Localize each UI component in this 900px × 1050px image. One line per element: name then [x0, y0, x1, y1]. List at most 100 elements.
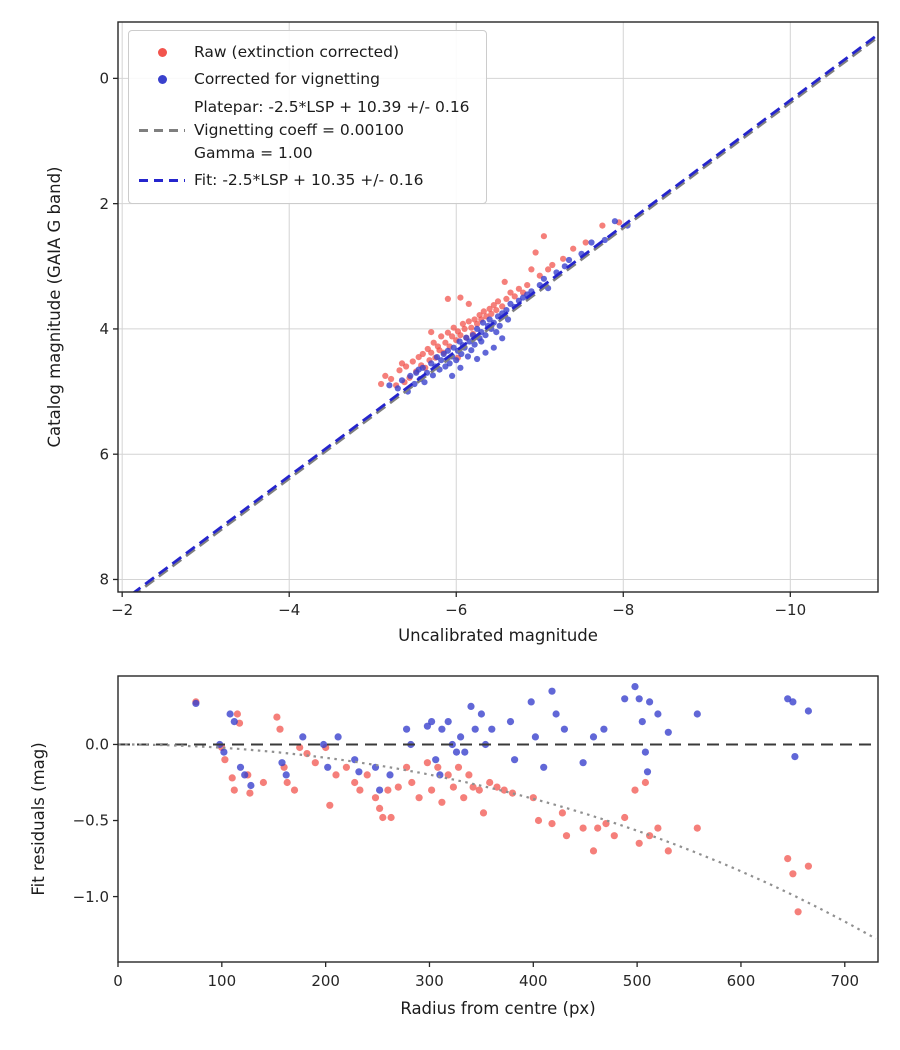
data-point	[579, 824, 587, 832]
data-point	[545, 266, 552, 273]
data-point	[468, 347, 475, 354]
x-tick-label: 0	[113, 972, 123, 990]
data-point	[423, 722, 431, 730]
data-point	[791, 753, 799, 761]
corrected-scatter-marker-icon	[157, 75, 167, 85]
data-point	[376, 786, 384, 794]
legend-entry-raw: Raw (extinction corrected)	[139, 39, 470, 66]
axes-spine	[117, 675, 879, 963]
data-point	[342, 763, 350, 771]
data-point	[486, 305, 493, 312]
platepar-dashed-line-icon	[139, 128, 185, 132]
legend-label-multiline: Platepar: -2.5*LSP + 10.39 +/- 0.16 Vign…	[194, 96, 470, 166]
legend-label: Corrected for vignetting	[194, 70, 380, 89]
data-point	[450, 324, 457, 331]
data-point	[386, 771, 394, 779]
data-point	[621, 695, 629, 703]
data-point	[621, 813, 629, 822]
data-point	[388, 375, 395, 383]
x-tick-label: 100	[208, 972, 237, 990]
data-point	[403, 363, 410, 370]
data-point	[531, 733, 540, 741]
data-point	[363, 771, 371, 779]
series-vignetting-model	[118, 743, 877, 940]
data-point	[460, 794, 468, 802]
data-point	[276, 725, 284, 733]
data-point	[299, 733, 307, 741]
legend: Raw (extinction corrected) Corrected for…	[128, 30, 487, 204]
y-tick-label: 0	[99, 70, 109, 88]
data-point	[664, 728, 672, 736]
data-point	[326, 801, 334, 809]
data-point	[527, 698, 535, 706]
data-point	[478, 338, 485, 345]
data-point	[444, 295, 451, 302]
axes-spine	[117, 21, 879, 593]
data-point	[515, 285, 523, 292]
data-point	[461, 325, 468, 332]
legend-marker-cell	[139, 75, 185, 85]
x-tick-label: 200	[311, 972, 340, 990]
data-point	[457, 364, 464, 371]
legend-marker-cell	[139, 128, 185, 132]
data-point	[486, 316, 493, 323]
x-tick-label: −4	[278, 601, 300, 619]
data-point	[493, 329, 500, 336]
data-point	[490, 302, 497, 309]
data-point	[236, 763, 245, 771]
data-point	[444, 329, 451, 336]
data-point	[474, 325, 481, 332]
data-point	[428, 349, 435, 356]
data-point	[804, 707, 813, 715]
data-point	[449, 333, 456, 340]
data-point	[611, 218, 619, 225]
y-tick-label: 8	[99, 571, 109, 589]
data-point	[421, 379, 428, 386]
data-point	[355, 768, 363, 776]
data-point	[434, 763, 442, 771]
data-point	[332, 771, 340, 779]
data-point	[247, 781, 255, 790]
data-point	[664, 847, 672, 855]
data-point	[503, 295, 510, 302]
data-point	[784, 695, 792, 703]
data-point	[552, 710, 560, 718]
legend-entry-fit: Fit: -2.5*LSP + 10.35 +/- 0.16	[139, 167, 470, 194]
data-point	[409, 358, 416, 365]
data-point	[565, 256, 573, 264]
data-point	[474, 320, 481, 327]
data-point	[469, 783, 477, 791]
data-point	[507, 289, 514, 296]
data-point	[192, 699, 200, 708]
y-tick-label: −0.5	[73, 812, 109, 830]
data-point	[528, 266, 535, 273]
data-point	[789, 698, 797, 706]
series-fit-line	[132, 33, 878, 592]
data-point	[511, 293, 518, 300]
data-point	[482, 349, 489, 356]
legend-label: Fit: -2.5*LSP + 10.35 +/- 0.16	[194, 171, 424, 190]
data-point	[461, 748, 469, 756]
data-point	[488, 725, 496, 733]
data-point	[641, 778, 650, 787]
data-point	[423, 759, 431, 767]
data-point	[589, 847, 598, 855]
data-point	[641, 748, 650, 756]
data-point	[693, 710, 701, 718]
data-point	[601, 236, 609, 244]
data-point	[428, 786, 436, 794]
y-tick-label: 6	[99, 445, 109, 463]
data-point	[382, 372, 389, 379]
data-point	[311, 759, 319, 767]
data-point	[454, 763, 463, 771]
data-point	[438, 798, 446, 806]
data-point	[475, 786, 483, 794]
data-point	[457, 332, 464, 339]
data-point	[532, 249, 539, 256]
series-corrected-residuals	[192, 683, 813, 794]
data-point	[226, 710, 234, 718]
data-point	[654, 710, 662, 718]
data-point	[396, 367, 403, 374]
x-tick-label: −10	[774, 601, 806, 619]
data-point	[503, 307, 510, 314]
